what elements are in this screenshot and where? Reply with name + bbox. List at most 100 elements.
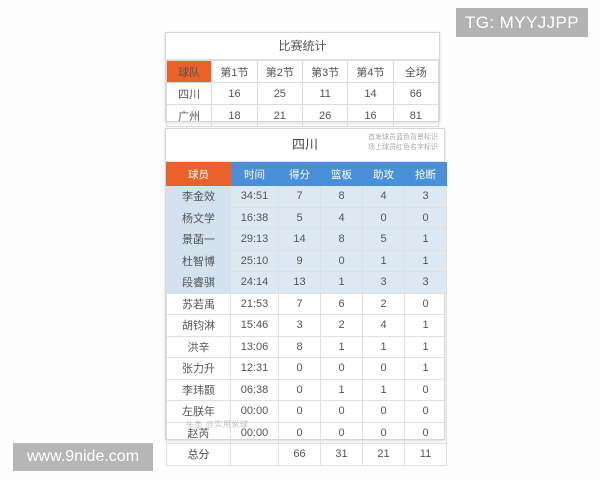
table-row: 苏若禹 21:53 7 6 2 0 — [166, 292, 447, 315]
player-minutes-cell: 15:46 — [230, 314, 279, 337]
player-points-cell: 0 — [278, 400, 321, 423]
player-steals-cell: 1 — [404, 335, 447, 358]
player-name-cell: 张力升 — [166, 357, 231, 380]
player-steals-cell: 1 — [404, 228, 447, 251]
player-minutes-cell: 00:00 — [230, 421, 279, 444]
player-assists-cell: 0 — [362, 400, 405, 423]
player-minutes-cell: 25:10 — [230, 249, 279, 272]
player-assists-cell: 0 — [362, 206, 405, 229]
totals-assists-cell: 21 — [362, 443, 405, 466]
player-assists-cell: 5 — [362, 228, 405, 251]
player-name-cell: 左朕年 — [166, 400, 231, 423]
box-score-body: 李金效 34:51 7 8 4 3 杨文学 16:38 5 4 0 0 景菡一 29:13 14 8 5 1 杜智博… — [166, 185, 447, 466]
score-col-total: 全场 — [392, 60, 440, 83]
player-assists-cell: 3 — [362, 271, 405, 294]
player-points-cell: 0 — [278, 378, 321, 401]
box-header-row: 球员 时间 得分 篮板 助攻 抢断 — [166, 162, 447, 186]
player-steals-cell: 1 — [404, 314, 447, 337]
player-points-cell: 7 — [278, 292, 321, 315]
player-assists-cell: 4 — [362, 314, 405, 337]
box-col-points: 得分 — [278, 162, 321, 186]
table-row: 李玮颢 06:38 0 1 1 0 — [166, 378, 447, 401]
player-assists-cell: 1 — [362, 249, 405, 272]
player-name-cell: 胡钧淋 — [166, 314, 231, 337]
player-points-cell: 5 — [278, 206, 321, 229]
legend-line-oncourt: 场上球员红色名字标识 — [368, 144, 438, 152]
player-minutes-cell: 24:14 — [230, 271, 279, 294]
box-col-steals: 抢断 — [404, 162, 447, 186]
score-cell-total: 81 — [392, 104, 440, 127]
score-cell-total: 66 — [392, 82, 440, 105]
player-steals-cell: 3 — [404, 185, 447, 208]
score-table-header-row: 球队 第1节 第2节 第3节 第4节 全场 — [165, 60, 440, 83]
player-points-cell: 7 — [278, 185, 321, 208]
player-rebounds-cell: 8 — [320, 185, 363, 208]
player-minutes-cell: 34:51 — [230, 185, 279, 208]
player-assists-cell: 2 — [362, 292, 405, 315]
player-points-cell: 14 — [278, 228, 321, 251]
player-rebounds-cell: 6 — [320, 292, 363, 315]
box-col-assists: 助攻 — [362, 162, 405, 186]
score-table: 球队 第1节 第2节 第3节 第4节 全场 四川 16 25 11 14 66 — [165, 60, 440, 127]
player-name-cell: 赵芮 — [166, 421, 231, 444]
player-name-cell: 洪辛 — [166, 335, 231, 358]
player-name-cell: 景菡一 — [166, 228, 231, 251]
player-rebounds-cell: 1 — [320, 335, 363, 358]
player-steals-cell: 0 — [404, 292, 447, 315]
player-assists-cell: 0 — [362, 421, 405, 444]
legend-line-starters: 首发球员蓝色背景标识 — [368, 134, 438, 141]
score-col-q3: 第3节 — [301, 60, 349, 83]
totals-minutes-cell — [230, 443, 279, 466]
table-row: 景菡一 29:13 14 8 5 1 — [166, 228, 447, 251]
player-minutes-cell: 06:38 — [230, 378, 279, 401]
table-row: 左朕年 00:00 0 0 0 0 — [166, 400, 447, 423]
score-cell-q4: 14 — [347, 82, 394, 105]
box-col-player: 球员 — [166, 162, 231, 186]
player-rebounds-cell: 0 — [320, 357, 363, 380]
player-name-cell: 李金效 — [166, 185, 231, 208]
table-row: 赵芮 00:00 0 0 0 0 — [166, 421, 447, 444]
score-col-q2: 第2节 — [256, 60, 303, 83]
table-row: 广州 18 21 26 16 81 — [165, 104, 440, 127]
player-name-cell: 李玮颢 — [166, 378, 231, 401]
score-cell-q2: 21 — [256, 104, 303, 127]
table-row: 胡钧淋 15:46 3 2 4 1 — [166, 314, 447, 337]
score-cell-q1: 18 — [211, 104, 258, 127]
score-col-team: 球队 — [165, 60, 213, 83]
table-row: 杨文学 16:38 5 4 0 0 — [166, 206, 447, 229]
player-rebounds-cell: 0 — [320, 249, 363, 272]
player-points-cell: 9 — [278, 249, 321, 272]
player-assists-cell: 1 — [362, 335, 405, 358]
table-row: 四川 16 25 11 14 66 — [165, 82, 440, 105]
player-rebounds-cell: 8 — [320, 228, 363, 251]
box-score-header: 四川 首发球员蓝色背景标识 场上球员红色名字标识 — [166, 129, 444, 162]
player-minutes-cell: 13:06 — [230, 335, 279, 358]
player-steals-cell: 3 — [404, 271, 447, 294]
player-rebounds-cell: 4 — [320, 206, 363, 229]
tg-watermark-badge: TG: MYYJJPP — [456, 8, 588, 37]
player-minutes-cell: 00:00 — [230, 400, 279, 423]
score-col-q4: 第4节 — [347, 60, 394, 83]
totals-label-cell: 总分 — [166, 443, 231, 466]
player-assists-cell: 1 — [362, 378, 405, 401]
player-rebounds-cell: 0 — [320, 400, 363, 423]
table-row: 张力升 12:31 0 0 0 1 — [166, 357, 447, 380]
player-steals-cell: 1 — [404, 249, 447, 272]
player-name-cell: 苏若禹 — [166, 292, 231, 315]
score-cell-q3: 11 — [301, 82, 349, 105]
player-points-cell: 8 — [278, 335, 321, 358]
player-minutes-cell: 16:38 — [230, 206, 279, 229]
player-steals-cell: 1 — [404, 357, 447, 380]
score-cell-q1: 16 — [211, 82, 258, 105]
site-watermark-badge: www.9nide.com — [13, 443, 153, 471]
box-team-title: 四川 — [291, 137, 318, 152]
player-name-cell: 杜智博 — [166, 249, 231, 272]
totals-rebounds-cell: 31 — [320, 443, 363, 466]
match-score-card: 比赛统计 球队 第1节 第2节 第3节 第4节 全场 四川 16 25 11 — [165, 32, 440, 127]
table-row: 段睿骐 24:14 13 1 3 3 — [166, 271, 447, 294]
player-points-cell: 3 — [278, 314, 321, 337]
score-card-title: 比赛统计 — [166, 33, 439, 60]
player-rebounds-cell: 1 — [320, 271, 363, 294]
box-legend: 首发球员蓝色背景标识 场上球员红色名字标识 — [368, 133, 438, 153]
